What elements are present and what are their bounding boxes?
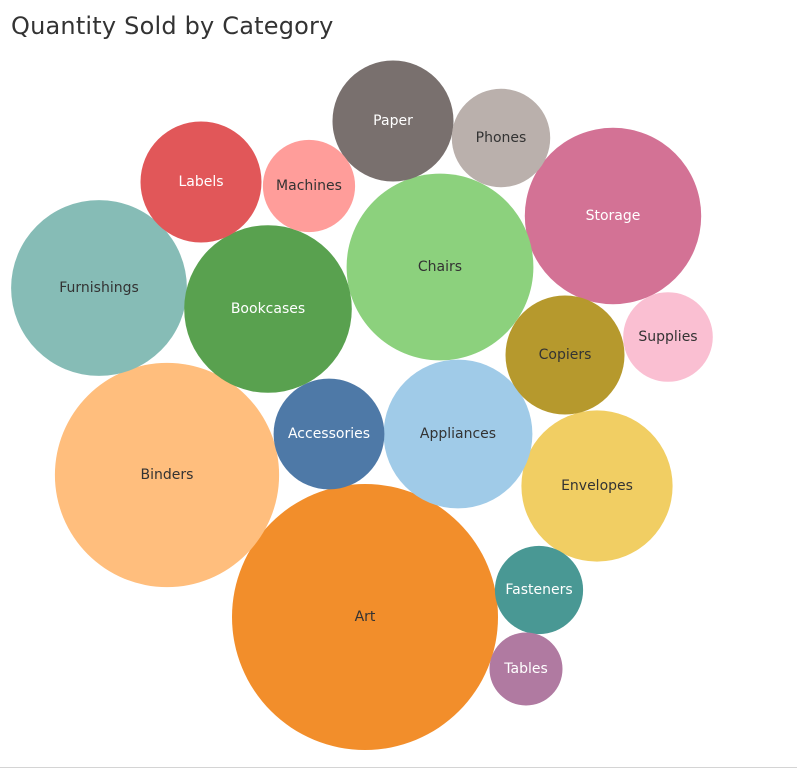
bubble-label-labels: Labels xyxy=(178,174,223,190)
bubble-circle-envelopes[interactable] xyxy=(521,410,673,562)
bubble-circle-furnishings[interactable] xyxy=(11,200,187,376)
bubble-label-furnishings: Furnishings xyxy=(59,280,139,296)
bubble-circle-paper[interactable] xyxy=(332,60,454,182)
bubble-circle-machines[interactable] xyxy=(262,139,356,233)
bubble-label-envelopes: Envelopes xyxy=(561,478,633,494)
bubble-copiers[interactable]: Copiers xyxy=(505,295,625,415)
bubble-circle-tables[interactable] xyxy=(489,632,563,706)
bubble-label-copiers: Copiers xyxy=(539,347,592,363)
bubble-label-supplies: Supplies xyxy=(638,329,697,345)
bubble-circle-binders[interactable] xyxy=(54,362,280,588)
bubble-bookcases[interactable]: Bookcases xyxy=(184,225,352,393)
bubble-storage[interactable]: Storage xyxy=(524,127,702,305)
bubble-furnishings[interactable]: Furnishings xyxy=(11,200,187,376)
bubble-label-chairs: Chairs xyxy=(418,259,462,275)
bubble-art[interactable]: Art xyxy=(232,484,498,750)
bubble-circle-storage[interactable] xyxy=(524,127,702,305)
bubble-fasteners[interactable]: Fasteners xyxy=(494,545,584,635)
bubble-circle-art[interactable] xyxy=(232,484,498,750)
bubble-label-appliances: Appliances xyxy=(420,426,496,442)
bubble-circle-phones[interactable] xyxy=(451,88,551,188)
bubble-circle-labels[interactable] xyxy=(140,121,262,243)
bubble-appliances[interactable]: Appliances xyxy=(383,359,533,509)
bubble-paper[interactable]: Paper xyxy=(332,60,454,182)
bubble-circle-bookcases[interactable] xyxy=(184,225,352,393)
bubble-circle-appliances[interactable] xyxy=(383,359,533,509)
bubble-labels[interactable]: Labels xyxy=(140,121,262,243)
bubble-label-paper: Paper xyxy=(373,113,413,129)
bubble-circle-accessories[interactable] xyxy=(273,378,385,490)
bubble-binders[interactable]: Binders xyxy=(54,362,280,588)
bubble-label-binders: Binders xyxy=(141,467,194,483)
bubble-chairs[interactable]: Chairs xyxy=(346,173,534,361)
bubble-envelopes[interactable]: Envelopes xyxy=(521,410,673,562)
bubble-label-bookcases: Bookcases xyxy=(231,301,305,317)
bubble-machines[interactable]: Machines xyxy=(262,139,356,233)
bubble-supplies[interactable]: Supplies xyxy=(623,292,713,382)
bubble-label-fasteners: Fasteners xyxy=(505,582,572,598)
bubble-tables[interactable]: Tables xyxy=(489,632,563,706)
bubble-circle-chairs[interactable] xyxy=(346,173,534,361)
bubble-label-tables: Tables xyxy=(503,661,548,677)
bubble-label-art: Art xyxy=(355,609,376,625)
bubble-phones[interactable]: Phones xyxy=(451,88,551,188)
bubble-label-storage: Storage xyxy=(586,208,641,224)
chart-title: Quantity Sold by Category xyxy=(11,12,334,40)
bubble-circle-copiers[interactable] xyxy=(505,295,625,415)
bubble-circle-supplies[interactable] xyxy=(623,292,713,382)
bubble-label-accessories: Accessories xyxy=(288,426,370,442)
bubble-label-phones: Phones xyxy=(476,130,527,146)
bubble-circle-fasteners[interactable] xyxy=(494,545,584,635)
bubble-accessories[interactable]: Accessories xyxy=(273,378,385,490)
bubble-label-machines: Machines xyxy=(276,178,342,194)
